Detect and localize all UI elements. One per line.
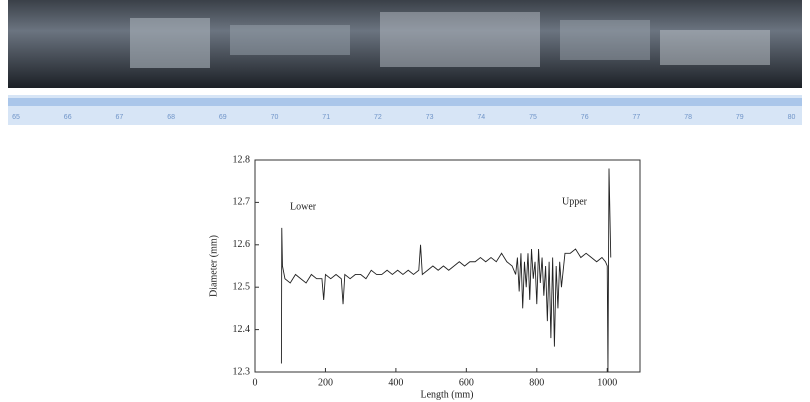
y-tick-label: 12.3 [233,366,251,377]
y-tick-label: 12.8 [233,154,251,165]
x-tick-label: 800 [529,377,544,388]
ruler-label: 77 [633,114,641,121]
rod-photo [8,0,802,88]
x-tick-label: 400 [388,377,403,388]
y-tick-label: 12.7 [233,197,251,208]
ruler-label: 73 [426,114,434,121]
x-tick-label: 200 [318,377,333,388]
data-line [280,168,612,373]
ruler-label: 66 [64,114,72,121]
x-tick-label: 600 [459,377,474,388]
x-tick-label: 1000 [597,377,617,388]
ruler-label: 69 [219,114,227,121]
ruler-label: 79 [736,114,744,121]
ruler-label: 65 [12,114,20,121]
ruler-label: 67 [116,114,124,121]
ruler [8,95,802,125]
annotation: Lower [290,201,317,212]
x-tick-label: 0 [253,377,258,388]
ruler-label: 80 [788,114,796,121]
y-tick-label: 12.4 [233,324,251,335]
ruler-label: 70 [271,114,279,121]
ruler-label: 72 [374,114,382,121]
x-axis-label: Length (mm) [420,389,473,400]
ruler-label: 75 [529,114,537,121]
ruler-label: 68 [167,114,175,121]
y-tick-label: 12.5 [233,281,251,292]
y-axis-label: Diameter (mm) [208,235,219,297]
plot-frame [254,159,641,373]
ruler-label: 78 [684,114,692,121]
ruler-label: 74 [477,114,485,121]
ruler-label: 71 [322,114,330,121]
y-tick-label: 12.6 [233,239,251,250]
annotation: Upper [562,196,588,207]
ruler-label: 76 [581,114,589,121]
